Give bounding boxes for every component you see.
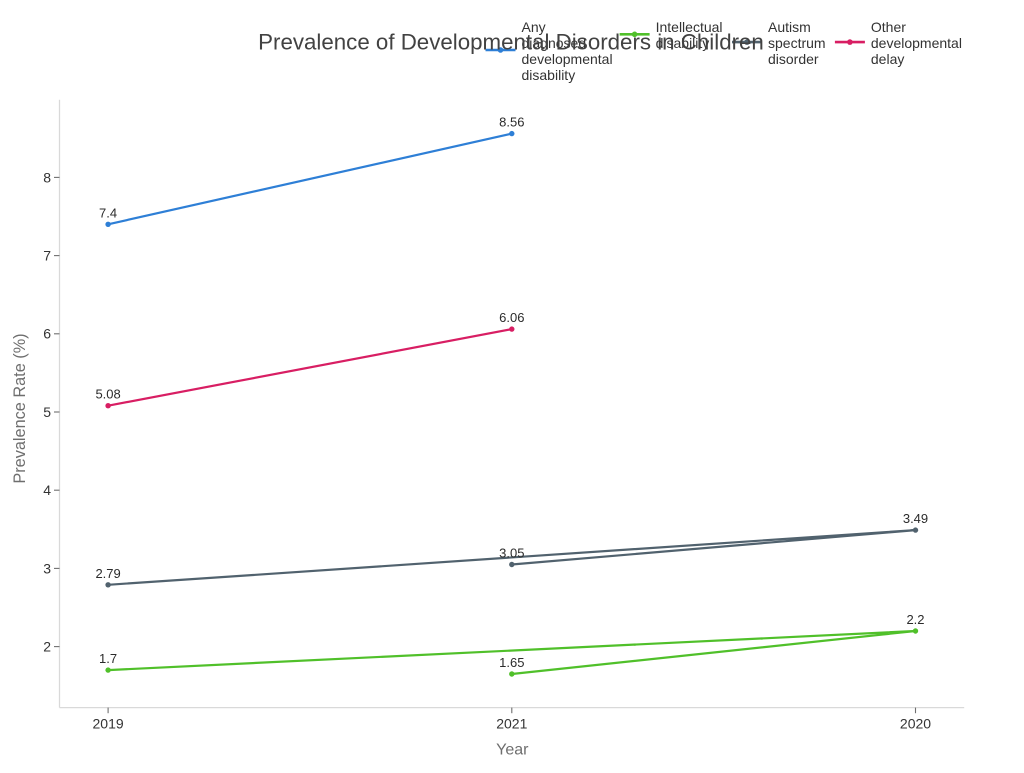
- svg-text:2.79: 2.79: [95, 566, 120, 581]
- svg-text:8.56: 8.56: [499, 115, 524, 130]
- svg-text:2021: 2021: [496, 716, 527, 732]
- svg-text:1.7: 1.7: [99, 651, 117, 666]
- svg-text:Other: Other: [871, 19, 906, 35]
- svg-text:8: 8: [43, 169, 51, 185]
- svg-text:7: 7: [43, 248, 51, 264]
- svg-text:3.49: 3.49: [903, 511, 928, 526]
- svg-text:5: 5: [43, 404, 51, 420]
- svg-text:2019: 2019: [93, 716, 124, 732]
- svg-text:Prevalence Rate (%): Prevalence Rate (%): [11, 333, 29, 483]
- svg-text:disability: disability: [522, 67, 576, 83]
- svg-text:4: 4: [43, 482, 51, 498]
- svg-text:2: 2: [43, 639, 51, 655]
- svg-text:3.05: 3.05: [499, 546, 524, 561]
- svg-text:Intellectual: Intellectual: [656, 19, 723, 35]
- svg-text:developmental: developmental: [871, 35, 962, 51]
- svg-text:Year: Year: [496, 742, 529, 759]
- svg-text:spectrum: spectrum: [768, 35, 826, 51]
- svg-text:disorder: disorder: [768, 51, 819, 67]
- svg-text:disability: disability: [656, 35, 710, 51]
- svg-text:6.06: 6.06: [499, 310, 524, 325]
- svg-text:2.2: 2.2: [906, 612, 924, 627]
- svg-text:5.08: 5.08: [95, 387, 120, 402]
- svg-text:Autism: Autism: [768, 19, 811, 35]
- svg-text:developmental: developmental: [522, 51, 613, 67]
- svg-text:7.4: 7.4: [99, 205, 117, 220]
- svg-text:3: 3: [43, 560, 51, 576]
- svg-text:delay: delay: [871, 51, 904, 67]
- svg-text:Any: Any: [522, 19, 546, 35]
- svg-text:6: 6: [43, 326, 51, 342]
- svg-text:1.65: 1.65: [499, 655, 524, 670]
- svg-text:2020: 2020: [900, 716, 931, 732]
- svg-text:Prevalence of Developmental Di: Prevalence of Developmental Disorders in…: [258, 30, 764, 55]
- svg-text:diagnosed: diagnosed: [522, 35, 587, 51]
